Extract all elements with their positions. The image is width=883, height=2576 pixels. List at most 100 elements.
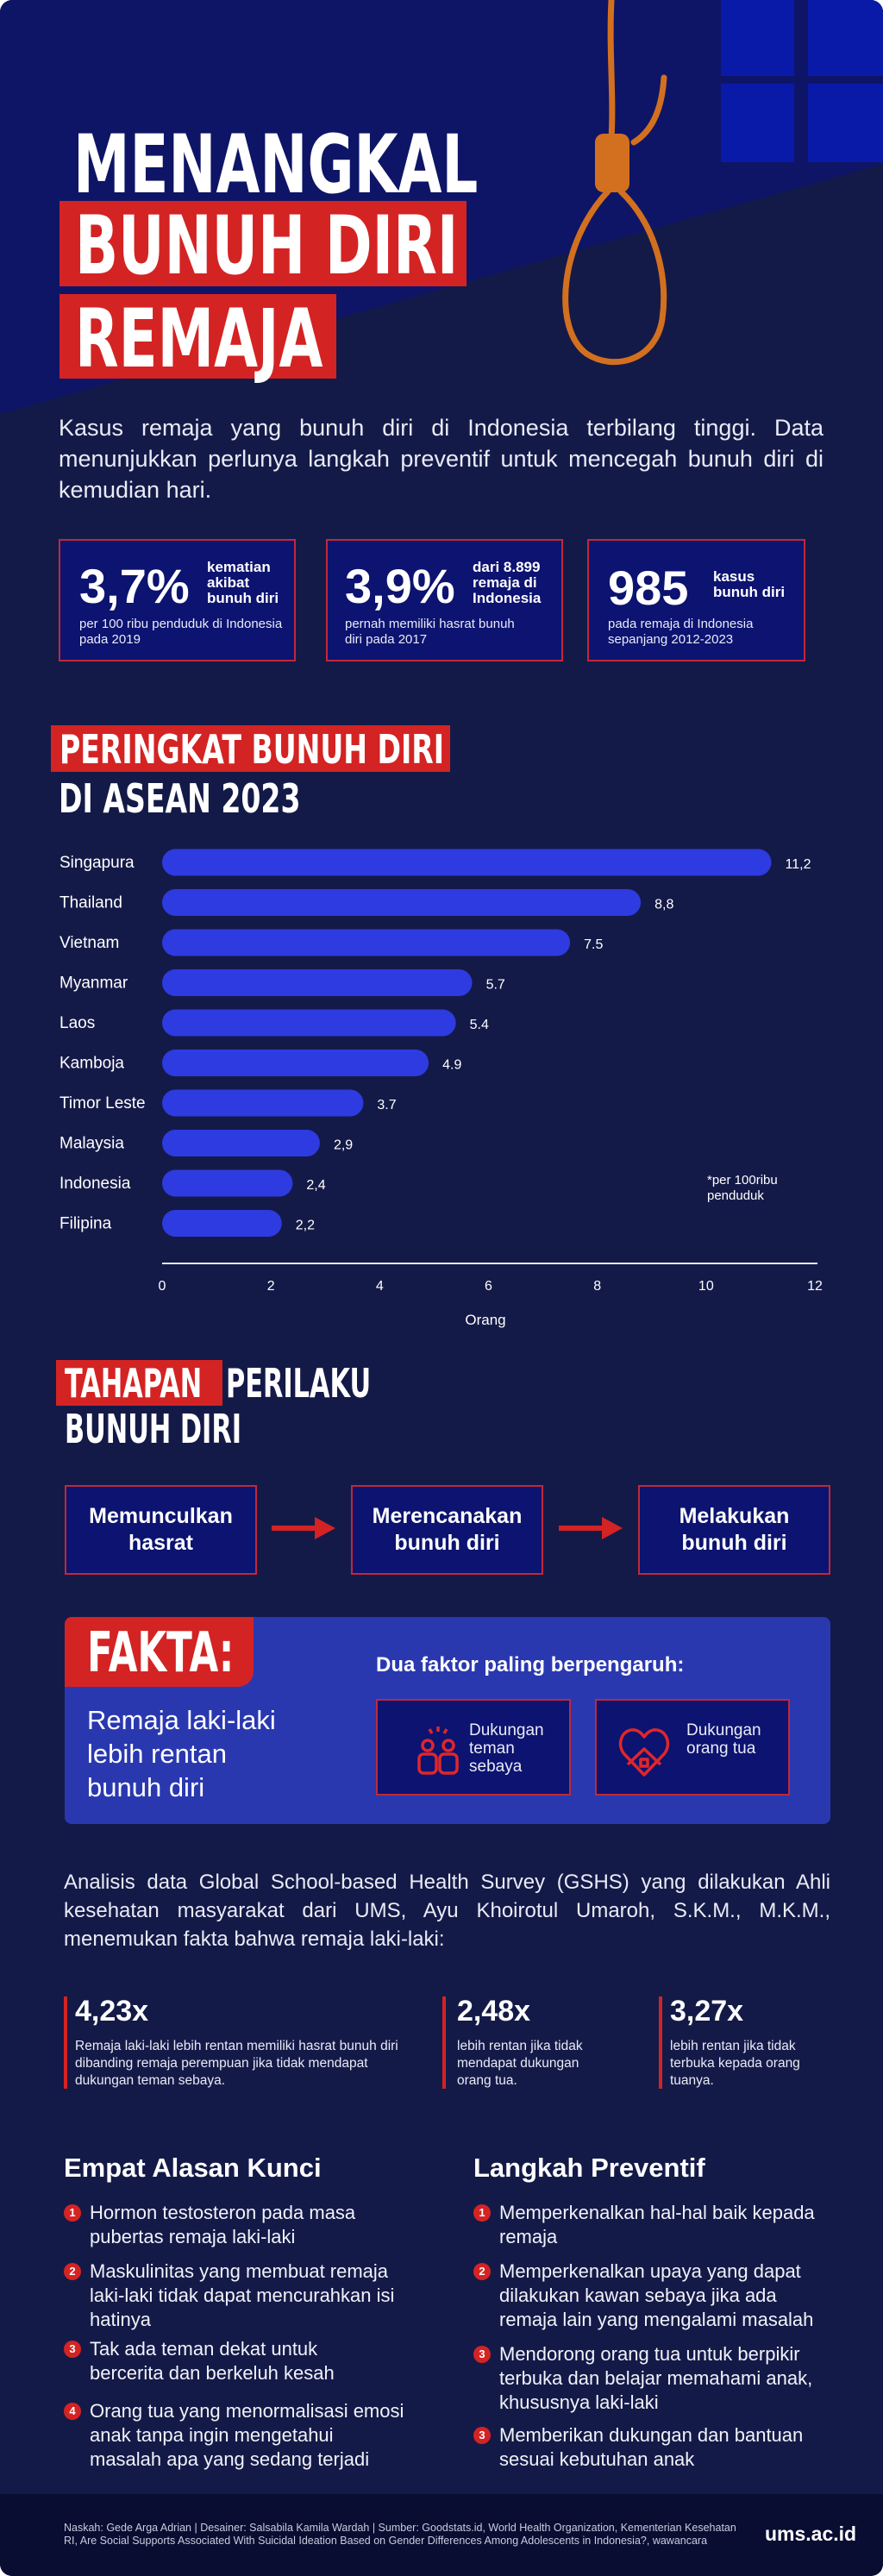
footer-site-link[interactable]: ums.ac.id [765,2523,857,2545]
prevention-title: Langkah Preventif [473,2153,705,2183]
stages-title-highlight: TAHAPAN [56,1360,222,1406]
value-label: 3.7 [377,1098,396,1113]
stat-card: 3,7% kematian akibat bunuh diri per 100 … [59,539,296,661]
friends-icon [417,1727,459,1775]
value-label: 5.7 [486,978,505,993]
stages-title: BUNUH DIRI [65,1406,242,1452]
stat-value: 985 [608,561,689,615]
title-highlight-box: REMAJA [59,292,336,386]
multiplier-value: 2,48x [457,1995,531,2028]
number-badge: 2 [64,2263,81,2280]
value-label: 4.9 [442,1058,461,1073]
multiplier-desc: lebih rentan jika tidak mendapat dukunga… [457,2039,583,2088]
number-badge: 2 [473,2263,491,2280]
prevention-item: 2 Memperkenalkan upaya yang dapat dilakuk… [473,2259,827,2332]
number-badge: 3 [473,2346,491,2363]
chart-title: PERINGKAT BUNUH DIRI [59,726,445,773]
fakta-label-tab: FAKTA: [65,1617,254,1687]
prevention-item: 1 Memperkenalkan hal-hal baik kepada rema… [473,2201,836,2249]
accent-bar [659,1996,662,2089]
bar [162,1210,282,1237]
category-label: Filipina [59,1215,112,1233]
bar [162,1089,364,1117]
category-label: Kamboja [59,1055,124,1073]
bar [162,1050,429,1076]
value-label: 7.5 [584,937,603,952]
reason-item: 2 Maskulinitas yang membuat remaja laki-l… [64,2259,426,2332]
noose-illustration [562,0,667,366]
reason-item: 3 Tak ada teman dekat untuk bercerita dan… [64,2337,374,2385]
accent-bar [442,1996,446,2089]
value-label: 2,2 [296,1219,315,1233]
factor-label: Dukungan teman sebaya [469,1721,544,1776]
bar [162,1130,320,1156]
category-label: Indonesia [59,1175,131,1193]
title-line-1: MENANGKAL [73,118,479,212]
category-label: Vietnam [59,934,119,952]
title-line-2: BUNUH DIRI [75,199,459,293]
heart-home-icon [618,1728,670,1777]
intro-paragraph: Kasus remaja yang bunuh diri di Indonesi… [59,415,824,503]
bar [162,969,473,996]
multiplier-desc: Remaja laki-laki lebih rentan memiliki h… [75,2039,398,2088]
reason-item: 1 Hormon testosteron pada masa pubertas r… [64,2201,409,2249]
multiplier-value: 4,23x [75,1995,149,2028]
footer-credits: Naskah: Gede Arga Adrian | Desainer: Sal… [64,2522,736,2547]
prevention-item: 3 Mendorong orang tua untuk berpikir terb… [473,2342,836,2415]
stat-desc: pernah memiliki hasrat bunuh diri pada 2… [345,617,515,647]
value-label: 5.4 [470,1018,489,1032]
stage-step-2: Merencanakan bunuh diri [351,1485,543,1575]
title-line-3: REMAJA [75,292,323,386]
bar [162,849,772,876]
x-axis-label: Orang [465,1312,505,1328]
number-badge: 3 [64,2341,81,2358]
fakta-statement: Remaja laki-laki lebih rentan bunuh diri [87,1705,276,1802]
factor-card: Dukungan orang tua [595,1699,790,1796]
accent-bar [64,1996,67,2089]
stage-step-3: Melakukan bunuh diri [638,1485,830,1575]
stat-value: 3,9% [345,559,455,613]
number-badge: 1 [64,2204,81,2222]
stat-value: 3,7% [79,559,190,613]
value-label: 2,9 [334,1138,353,1153]
window-illustration [721,0,883,162]
bar-chart: Singapura 11,2 Thailand 8,8 Vietnam 7.5 Myanma… [59,849,823,1328]
footer: Naskah: Gede Arga Adrian | Desainer: Sal… [0,2494,883,2576]
category-label: Malaysia [59,1135,124,1153]
reasons-title: Empat Alasan Kunci [64,2153,322,2183]
bar [162,1009,456,1037]
x-tick-label: 10 [698,1279,714,1294]
x-tick-label: 12 [807,1279,823,1294]
reason-item: 4 Orang tua yang menormalisasi emosi anak… [64,2399,409,2472]
stat-desc: pada remaja di Indonesia sepanjang 2012-… [608,617,754,647]
x-tick-label: 0 [159,1279,166,1294]
chart-subtitle: DI ASEAN 2023 [59,775,301,822]
multiplier-desc: lebih rentan jika tidak terbuka kepada o… [670,2039,800,2088]
stat-label: kasus bunuh diri [713,568,786,600]
stage-step-1: Memunculkan hasrat [65,1485,257,1575]
category-label: Myanmar [59,975,128,993]
category-label: Thailand [59,894,122,912]
category-label: Laos [59,1014,95,1032]
x-tick-label: 8 [593,1279,601,1294]
fakta-panel: FAKTA: Remaja laki-laki lebih rentan bun… [65,1617,830,1824]
stat-desc: per 100 ribu penduduk di Indonesia pada … [79,617,283,647]
x-tick-label: 6 [485,1279,492,1294]
title-highlight-box: BUNUH DIRI [59,199,467,293]
factors-title: Dua faktor paling berpengaruh: [376,1653,685,1677]
multiplier-value: 3,27x [670,1995,744,2028]
number-badge: 1 [473,2204,491,2222]
bar [162,929,571,956]
stat-card: 985 kasus bunuh diri pada remaja di Indo… [587,539,805,661]
value-label: 2,4 [306,1178,325,1193]
category-label: Singapura [59,854,135,872]
factor-label: Dukungan orang tua [686,1721,761,1758]
category-label: Timor Leste [59,1094,146,1113]
stat-label: kematian akibat bunuh diri [207,559,279,606]
chart-note: *per 100ribu penduduk [707,1173,778,1203]
prevention-item: 3 Memberikan dukungan dan bantuan sesuai … [473,2423,836,2472]
chart-title-highlight: PERINGKAT BUNUH DIRI [51,725,450,772]
number-badge: 4 [64,2403,81,2420]
stat-card: 3,9% dari 8.899 remaja di Indonesia pern… [326,539,563,661]
